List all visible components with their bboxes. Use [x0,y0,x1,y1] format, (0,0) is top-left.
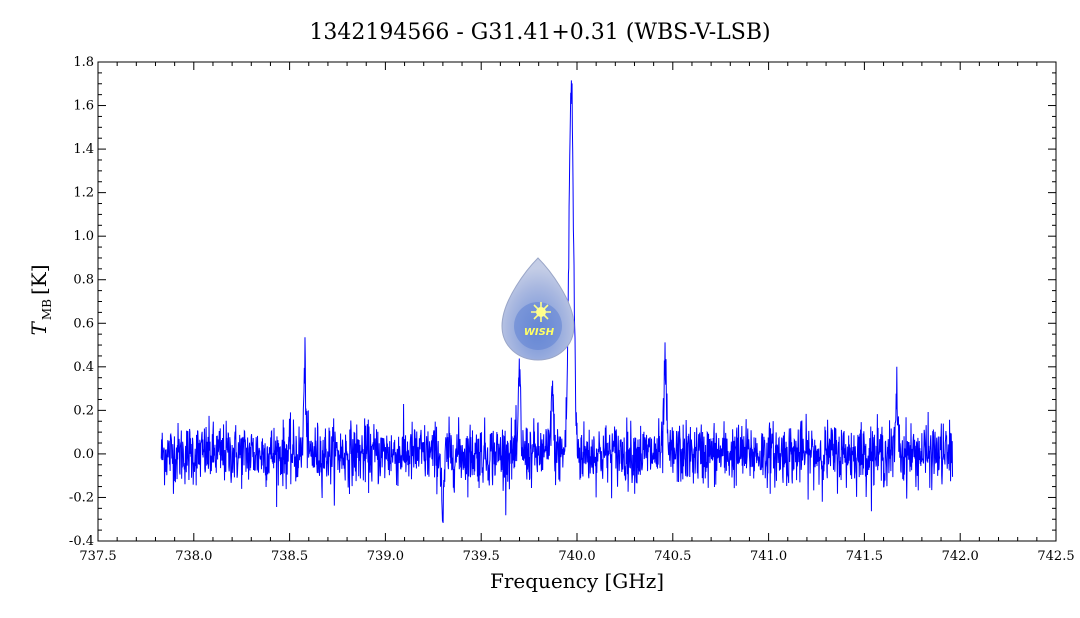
y-axis: -0.4 -0.2 0.0 0.2 0.4 0.6 0.8 1.0 1.2 1.4 1.6 1.8 [69,55,1056,549]
y-axis-label-main: T [27,321,51,336]
x-tick-label: 738.0 [175,549,212,564]
chart-title: 1342194566 - G31.41+0.31 (WBS-V-LSB) [309,20,770,45]
x-axis: 737.5 738.0 738.5 739.0 739.5 740.0 740.5 741.0… [79,62,1075,564]
svg-text:TMB[K]: TMB [K] [27,265,54,336]
x-tick-label: 737.5 [79,549,116,564]
y-axis-label: TMB [K] [27,265,54,336]
y-tick-label: 1.0 [73,229,94,244]
x-tick-label: 740.0 [558,549,595,564]
x-tick-label: 739.5 [463,549,500,564]
x-tick-label: 742.0 [942,549,979,564]
y-tick-label: 1.6 [73,99,94,114]
x-tick-label: 739.0 [367,549,404,564]
y-tick-label: 1.8 [73,55,94,70]
wish-logo-text: WISH [524,327,555,338]
y-tick-label: -0.2 [69,490,94,505]
wish-logo: WISH [501,257,575,361]
y-axis-label-sub: MB [40,299,54,320]
star-icon [531,302,551,322]
x-tick-label: 738.5 [271,549,308,564]
y-tick-label: -0.4 [69,534,94,549]
y-tick-label: 0.2 [73,403,94,418]
x-tick-label: 742.5 [1037,549,1074,564]
x-tick-label: 741.5 [846,549,883,564]
x-tick-label: 740.5 [654,549,691,564]
x-axis-label: Frequency [GHz] [490,569,664,593]
spectrum-series-line [160,80,954,524]
y-tick-label: 0.0 [73,447,94,462]
y-tick-label: 1.2 [73,186,94,201]
y-tick-label: 1.4 [73,142,94,157]
y-tick-label: 0.8 [73,273,94,288]
x-tick-label: 741.0 [750,549,787,564]
y-axis-label-unit: [K] [27,265,51,296]
y-tick-label: 0.6 [73,316,94,331]
y-tick-label: 0.4 [73,360,94,375]
